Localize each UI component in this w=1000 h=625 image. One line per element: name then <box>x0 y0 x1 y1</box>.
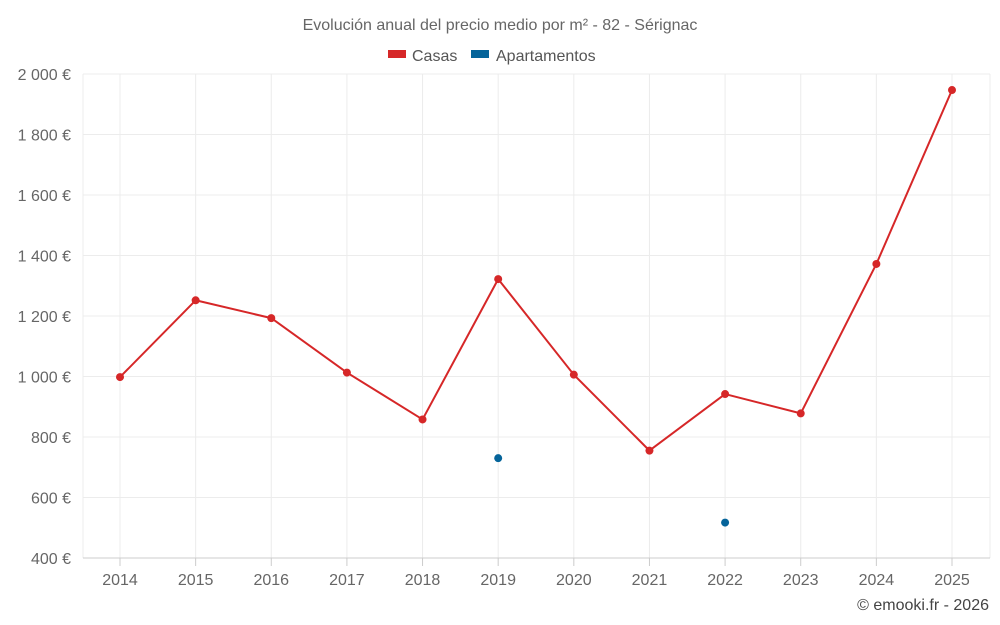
y-tick-label: 1 200 € <box>18 309 71 326</box>
x-tick-label: 2021 <box>632 572 668 589</box>
y-tick-label: 400 € <box>31 551 71 568</box>
series-group <box>116 86 956 527</box>
legend-label-apartamentos[interactable]: Apartamentos <box>496 48 596 65</box>
x-tick-label: 2014 <box>102 572 138 589</box>
x-tick-label: 2020 <box>556 572 592 589</box>
x-tick-label: 2018 <box>405 572 441 589</box>
chart-title: Evolución anual del precio medio por m² … <box>303 17 698 34</box>
legend-swatch-apartamentos <box>471 50 489 58</box>
data-point-casas-2017[interactable] <box>342 368 351 377</box>
y-tick-label: 800 € <box>31 430 71 447</box>
x-tick-label: 2025 <box>934 572 970 589</box>
y-tick-label: 600 € <box>31 491 71 508</box>
y-tick-label: 1 000 € <box>18 370 71 387</box>
data-point-casas-2025[interactable] <box>948 86 956 95</box>
x-tick-label: 2016 <box>253 572 289 589</box>
y-tick-label: 1 600 € <box>18 188 71 205</box>
x-tick-label: 2015 <box>178 572 214 589</box>
x-axis-ticks: 2014 2015 2016 2017 2018 2019 2020 2021 2022 2023… <box>102 558 970 589</box>
y-axis-ticks: 400 € 600 € 800 € 1 000 € 1 200 € 1 400 € 1 60… <box>18 67 71 568</box>
y-gridlines <box>83 73 990 498</box>
x-tick-label: 2024 <box>859 572 895 589</box>
data-point-casas-2021[interactable] <box>645 446 654 455</box>
data-point-casas-2016[interactable] <box>267 314 276 323</box>
x-tick-label: 2017 <box>329 572 365 589</box>
credit-text: © emooki.fr - 2026 <box>857 597 989 614</box>
y-tick-label: 2 000 € <box>18 67 71 84</box>
y-tick-label: 1 400 € <box>18 249 71 266</box>
legend: Casas Apartamentos <box>388 48 596 65</box>
x-tick-label: 2022 <box>707 572 743 589</box>
y-tick-label: 1 800 € <box>18 128 71 145</box>
data-point-casas-2020[interactable] <box>569 370 578 379</box>
data-point-casas-2023[interactable] <box>796 409 805 418</box>
x-tick-label: 2023 <box>783 572 819 589</box>
data-point-casas-2024[interactable] <box>872 259 881 268</box>
data-point-casas-2022[interactable] <box>721 390 730 399</box>
series-line-casas <box>119 89 953 452</box>
data-point-casas-2018[interactable] <box>418 415 427 424</box>
legend-swatch-casas <box>388 50 406 58</box>
data-point-casas-2014[interactable] <box>116 373 124 382</box>
legend-label-casas[interactable]: Casas <box>412 48 457 65</box>
data-point-casas-2015[interactable] <box>191 296 200 305</box>
data-point-casas-2019[interactable] <box>494 275 503 284</box>
data-point-apartamentos-2019[interactable] <box>494 454 503 463</box>
x-tick-label: 2019 <box>480 572 516 589</box>
data-point-apartamentos-2022[interactable] <box>721 518 730 527</box>
